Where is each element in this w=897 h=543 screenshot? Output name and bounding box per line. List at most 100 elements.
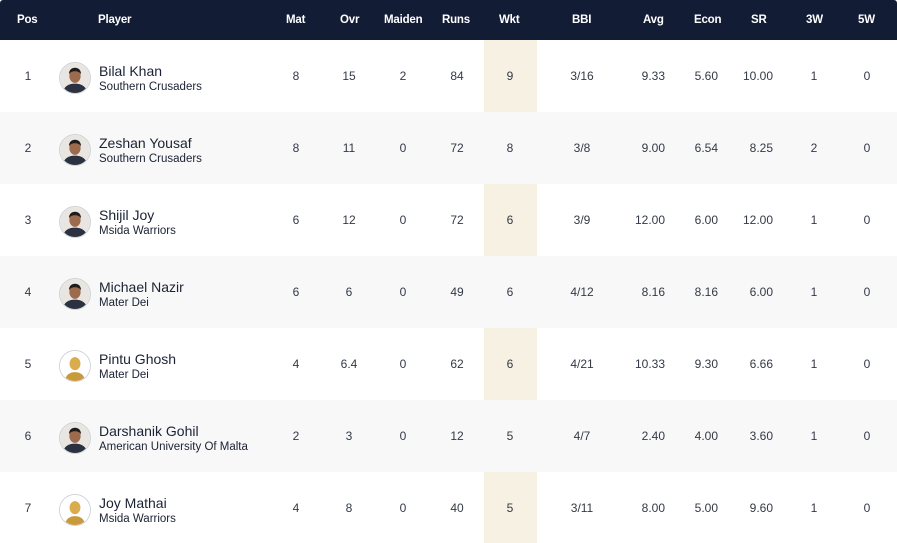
cell-pos: 1 (24, 69, 32, 83)
cell-mat: 2 (292, 429, 300, 443)
table-row[interactable]: 2 8 11 0 72 8 3/8 9.00 6.54 8.25 2 0 Zeshan Yousaf So… (0, 112, 897, 184)
cell-bbi: 4/12 (570, 285, 594, 299)
player-team: Msida Warriors (99, 225, 176, 237)
header-5w[interactable]: 5W (858, 14, 875, 26)
cell-maiden: 0 (399, 501, 407, 515)
player-photo-icon[interactable] (59, 206, 91, 238)
cell-runs: 84 (450, 69, 464, 83)
cell-ovr: 6 (345, 285, 353, 299)
header-runs[interactable]: Runs (442, 14, 470, 26)
cell-avg: 9.33 (641, 69, 665, 83)
cell-econ: 9.30 (694, 357, 718, 371)
player-name-link[interactable]: Pintu Ghosh (99, 351, 177, 367)
cell-sr: 6.00 (749, 285, 773, 299)
cell-w5: 0 (863, 357, 871, 371)
cell-bbi: 3/8 (573, 141, 591, 155)
header-maiden[interactable]: Maiden (384, 14, 423, 26)
cell-w3: 1 (810, 69, 818, 83)
cell-wkt: 6 (506, 357, 514, 371)
player-name-link[interactable]: Bilal Khan (99, 63, 163, 79)
cell-wkt: 5 (506, 429, 514, 443)
cell-pos: 2 (24, 141, 32, 155)
player-photo-icon[interactable] (59, 134, 91, 166)
table-row[interactable]: 1 8 15 2 84 9 3/16 9.33 5.60 10.00 1 0 Bilal Khan Sou… (0, 40, 897, 112)
cell-avg: 8.16 (641, 285, 665, 299)
cell-ovr: 15 (342, 69, 356, 83)
cell-mat: 6 (292, 213, 300, 227)
header-bbi[interactable]: BBI (572, 14, 592, 26)
cell-bbi: 3/9 (573, 213, 591, 227)
cell-mat: 8 (292, 69, 300, 83)
cell-runs: 72 (450, 141, 464, 155)
cell-mat: 6 (292, 285, 300, 299)
header-pos[interactable]: Pos (17, 14, 38, 26)
cell-w3: 1 (810, 213, 818, 227)
cell-maiden: 0 (399, 429, 407, 443)
cell-pos: 3 (24, 213, 32, 227)
cell-runs: 49 (450, 285, 464, 299)
cell-econ: 5.60 (694, 69, 718, 83)
cell-w3: 1 (810, 285, 818, 299)
player-team: Msida Warriors (99, 513, 176, 525)
cell-wkt: 8 (506, 141, 514, 155)
player-team: Southern Crusaders (99, 153, 202, 165)
player-photo-icon[interactable] (59, 62, 91, 94)
cell-ovr: 8 (345, 501, 353, 515)
cell-pos: 6 (24, 429, 32, 443)
player-team: Mater Dei (99, 297, 149, 309)
cell-econ: 4.00 (694, 429, 718, 443)
cell-mat: 8 (292, 141, 300, 155)
header-player[interactable]: Player (98, 14, 132, 26)
header-wkt[interactable]: Wkt (499, 14, 520, 26)
header-avg[interactable]: Avg (643, 14, 664, 26)
player-name-link[interactable]: Shijil Joy (99, 207, 155, 223)
cell-runs: 12 (450, 429, 464, 443)
cell-sr: 8.25 (749, 141, 773, 155)
table-row[interactable]: 7 4 8 0 40 5 3/11 8.00 5.00 9.60 1 0 Joy Mathai Msida… (0, 472, 897, 543)
cell-mat: 4 (292, 357, 300, 371)
cell-wkt: 6 (506, 285, 514, 299)
header-econ[interactable]: Econ (694, 14, 722, 26)
cell-pos: 7 (24, 501, 32, 515)
player-name-link[interactable]: Joy Mathai (99, 495, 167, 511)
cell-ovr: 12 (342, 213, 356, 227)
cell-maiden: 0 (399, 141, 407, 155)
cell-w3: 1 (810, 357, 818, 371)
player-silhouette-icon[interactable] (59, 494, 91, 526)
cell-maiden: 0 (399, 213, 407, 227)
cell-pos: 4 (24, 285, 32, 299)
cell-econ: 5.00 (694, 501, 718, 515)
header-3w[interactable]: 3W (806, 14, 823, 26)
cell-econ: 6.54 (694, 141, 718, 155)
cell-wkt: 5 (506, 501, 514, 515)
cell-bbi: 3/16 (570, 69, 594, 83)
table-row[interactable]: 6 2 3 0 12 5 4/7 2.40 4.00 3.60 1 0 Darshanik Gohil A… (0, 400, 897, 472)
table-row[interactable]: 3 6 12 0 72 6 3/9 12.00 6.00 12.00 1 0 Shijil Joy Msi… (0, 184, 897, 256)
player-photo-icon[interactable] (59, 278, 91, 310)
cell-avg: 10.33 (634, 357, 665, 371)
player-name-link[interactable]: Darshanik Gohil (99, 423, 199, 439)
player-name-link[interactable]: Michael Nazir (99, 279, 184, 295)
cell-w3: 1 (810, 501, 818, 515)
player-name-link[interactable]: Zeshan Yousaf (99, 135, 192, 151)
cell-w5: 0 (863, 141, 871, 155)
header-ovr[interactable]: Ovr (340, 14, 360, 26)
cell-avg: 12.00 (634, 213, 665, 227)
cell-w3: 2 (810, 141, 818, 155)
cell-pos: 5 (24, 357, 32, 371)
header-mat[interactable]: Mat (286, 14, 306, 26)
cell-ovr: 3 (345, 429, 353, 443)
player-photo-icon[interactable] (59, 422, 91, 454)
header-sr[interactable]: SR (751, 14, 767, 26)
cell-maiden: 0 (399, 357, 407, 371)
cell-avg: 2.40 (641, 429, 665, 443)
cell-w5: 0 (863, 501, 871, 515)
table-row[interactable]: 4 6 6 0 49 6 4/12 8.16 8.16 6.00 1 0 Michael Nazir Ma… (0, 256, 897, 328)
table-row[interactable]: 5 4 6.4 0 62 6 4/21 10.33 9.30 6.66 1 0 Pintu Ghosh M… (0, 328, 897, 400)
player-silhouette-icon[interactable] (59, 350, 91, 382)
cell-mat: 4 (292, 501, 300, 515)
cell-w5: 0 (863, 213, 871, 227)
cell-wkt: 9 (506, 69, 514, 83)
cell-w5: 0 (863, 429, 871, 443)
